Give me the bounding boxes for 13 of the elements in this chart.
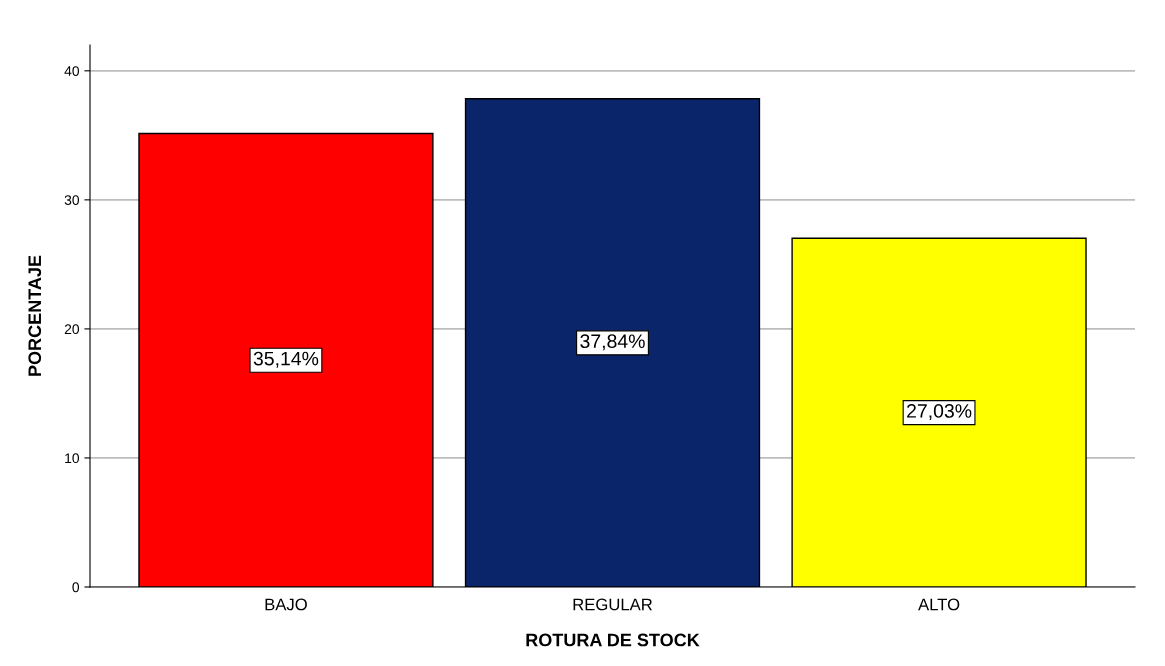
data-label: 27,03% [907, 404, 972, 421]
x-tick-label: BAJO [265, 598, 307, 611]
y-tick-label: 0 [72, 582, 80, 593]
y-tick-label: 30 [64, 195, 80, 206]
y-tick-label: 40 [64, 66, 80, 76]
y-axis-title: PORCENTAJE [28, 255, 42, 376]
x-tick-label: ALTO [918, 598, 960, 611]
x-tick-label: REGULAR [573, 598, 653, 611]
y-tick-label: 10 [65, 453, 80, 464]
x-axis-title: ROTURA DE STOCK [526, 633, 700, 647]
data-label: 37,84% [580, 334, 645, 351]
data-label: 35,14% [253, 351, 319, 368]
y-tick-label: 20 [64, 324, 80, 335]
